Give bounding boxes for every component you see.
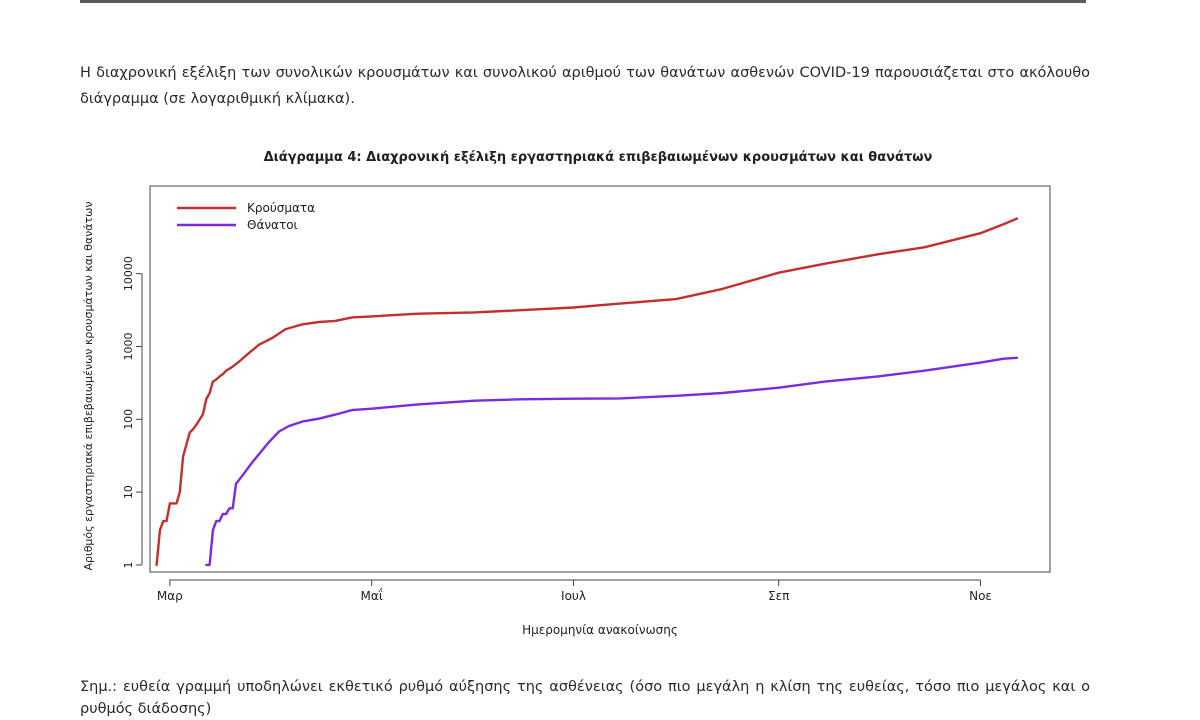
series-line-1 xyxy=(155,217,1019,567)
intro-paragraph: Η διαχρονική εξέλιξη των συνολικών κρουσ… xyxy=(80,65,1090,107)
x-axis: Μαρ Μαΐ Ιουλ Σεπ Νοε xyxy=(157,579,992,603)
plot-frame xyxy=(149,185,1051,573)
top-rule xyxy=(80,0,1086,3)
chart-title: Διάγραμμα 4: Διαχρονική εξέλιξη εργαστηρ… xyxy=(264,150,933,165)
y-tick-label: 1000 xyxy=(122,332,135,360)
x-axis-label: Ημερομηνία ανακοίνωσης xyxy=(522,623,678,637)
legend-label-2: Θάνατοι xyxy=(247,218,298,232)
y-tick-label: 10000 xyxy=(122,256,135,291)
x-tick-label: Μαΐ xyxy=(361,588,383,603)
x-tick-label: Νοε xyxy=(969,589,992,603)
y-tick-label: 100 xyxy=(122,409,135,430)
x-tick-label: Σεπ xyxy=(768,589,789,603)
y-axis: 1 10 100 1000 10000 xyxy=(122,256,143,568)
x-tick-label: Ιουλ xyxy=(561,589,586,603)
legend-label-1: Κρούσματα xyxy=(247,201,315,215)
footnote: Σημ.: ευθεία γραμμή υποδηλώνει εκθετικό … xyxy=(80,679,1090,717)
x-tick-label: Μαρ xyxy=(157,589,183,603)
series-line-2 xyxy=(205,356,1019,567)
y-tick-label: 10 xyxy=(122,485,135,499)
legend: Κρούσματα Θάνατοι xyxy=(177,201,315,232)
series-group xyxy=(155,217,1019,567)
y-tick-label: 1 xyxy=(122,561,135,568)
y-axis-label: Αριθμός εργαστηριακά επιβεβαιωμένων κρου… xyxy=(82,201,95,570)
